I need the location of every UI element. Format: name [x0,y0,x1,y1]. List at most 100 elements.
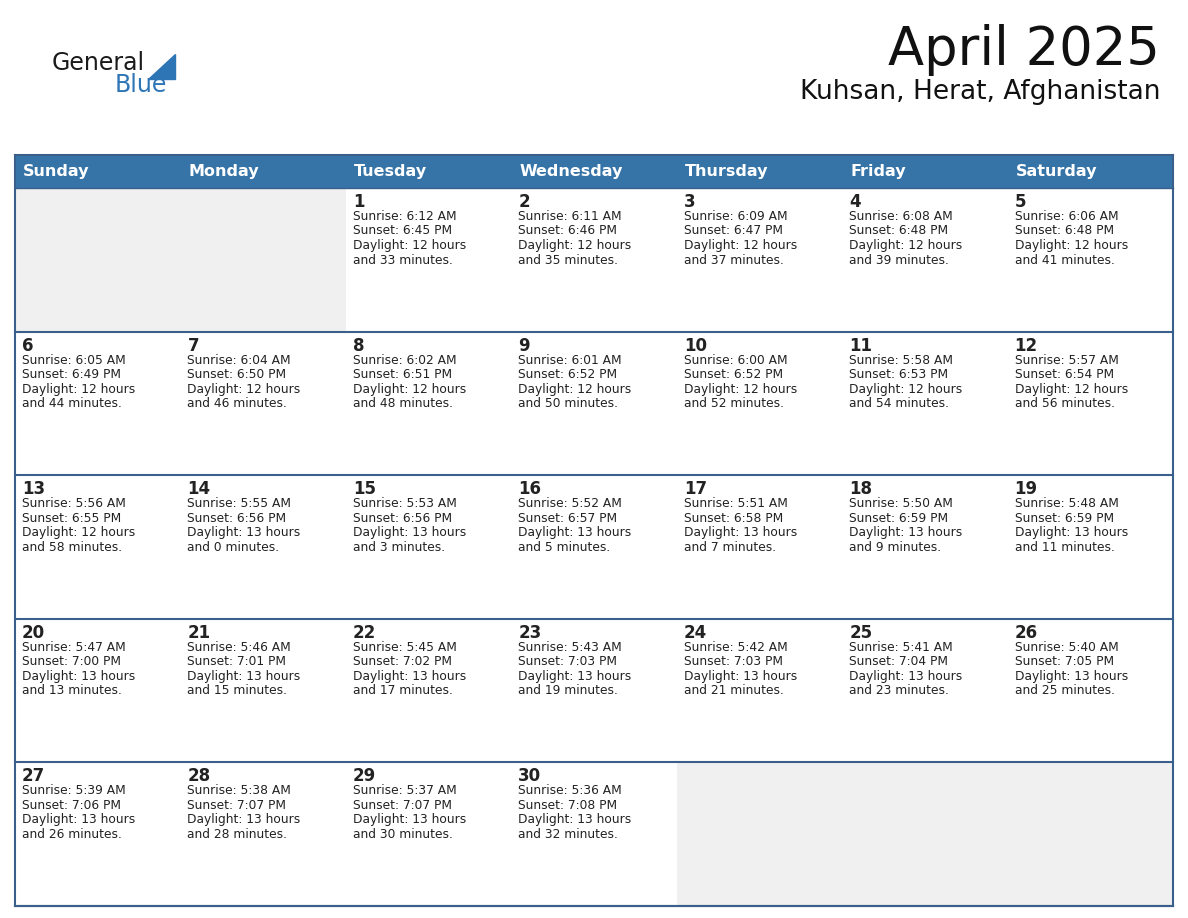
Text: Sunrise: 6:05 AM: Sunrise: 6:05 AM [23,353,126,366]
Text: and 37 minutes.: and 37 minutes. [684,253,784,266]
Text: Wednesday: Wednesday [519,164,623,179]
Text: Daylight: 13 hours: Daylight: 13 hours [353,670,466,683]
Text: Sunset: 6:57 PM: Sunset: 6:57 PM [518,511,618,525]
Bar [1007,331,1173,476]
Text: 5: 5 [1015,193,1026,211]
Text: 27: 27 [23,767,45,786]
Text: and 9 minutes.: and 9 minutes. [849,541,941,554]
Text: and 44 minutes.: and 44 minutes. [23,397,122,410]
Bar [511,331,677,476]
Text: Daylight: 13 hours: Daylight: 13 hours [23,813,135,826]
Bar [346,188,511,331]
Text: 2: 2 [518,193,530,211]
Text: Daylight: 12 hours: Daylight: 12 hours [188,383,301,396]
Text: Sunrise: 5:41 AM: Sunrise: 5:41 AM [849,641,953,654]
Text: 3: 3 [684,193,695,211]
Text: 18: 18 [849,480,872,498]
Text: Sunset: 7:06 PM: Sunset: 7:06 PM [23,799,121,812]
Text: and 7 minutes.: and 7 minutes. [684,541,776,554]
Text: and 58 minutes.: and 58 minutes. [23,541,122,554]
Bar [15,476,181,619]
Bar [1007,155,1173,188]
Text: Sunrise: 5:43 AM: Sunrise: 5:43 AM [518,641,623,654]
Text: and 11 minutes.: and 11 minutes. [1015,541,1114,554]
Text: Sunset: 7:03 PM: Sunset: 7:03 PM [684,655,783,668]
Text: 25: 25 [849,624,872,642]
Text: Sunset: 6:52 PM: Sunset: 6:52 PM [518,368,618,381]
Text: Sunset: 7:02 PM: Sunset: 7:02 PM [353,655,451,668]
Text: Sunset: 6:52 PM: Sunset: 6:52 PM [684,368,783,381]
Text: Sunset: 6:54 PM: Sunset: 6:54 PM [1015,368,1113,381]
Bar [346,476,511,619]
Bar [346,155,511,188]
Bar [1007,763,1173,906]
Text: Daylight: 12 hours: Daylight: 12 hours [353,383,466,396]
Text: Kuhsan, Herat, Afghanistan: Kuhsan, Herat, Afghanistan [800,79,1159,105]
Text: Sunset: 6:59 PM: Sunset: 6:59 PM [1015,511,1113,525]
Text: and 30 minutes.: and 30 minutes. [353,828,453,841]
Text: Daylight: 12 hours: Daylight: 12 hours [1015,239,1127,252]
Text: Sunset: 6:56 PM: Sunset: 6:56 PM [188,511,286,525]
Text: Daylight: 12 hours: Daylight: 12 hours [1015,383,1127,396]
Bar [842,619,1007,763]
Bar [181,763,346,906]
Text: Sunrise: 5:37 AM: Sunrise: 5:37 AM [353,784,456,798]
Text: Sunrise: 5:56 AM: Sunrise: 5:56 AM [23,498,126,510]
Text: and 19 minutes.: and 19 minutes. [518,684,618,698]
Text: Daylight: 13 hours: Daylight: 13 hours [1015,670,1127,683]
Text: and 33 minutes.: and 33 minutes. [353,253,453,266]
Text: Sunrise: 5:40 AM: Sunrise: 5:40 AM [1015,641,1118,654]
Text: and 32 minutes.: and 32 minutes. [518,828,618,841]
Text: Sunrise: 6:12 AM: Sunrise: 6:12 AM [353,210,456,223]
Text: and 41 minutes.: and 41 minutes. [1015,253,1114,266]
Text: Sunday: Sunday [23,164,89,179]
Text: Sunrise: 6:01 AM: Sunrise: 6:01 AM [518,353,621,366]
Text: 4: 4 [849,193,861,211]
Text: Sunrise: 5:42 AM: Sunrise: 5:42 AM [684,641,788,654]
Text: 7: 7 [188,337,200,354]
Bar [842,331,1007,476]
Text: Sunrise: 5:45 AM: Sunrise: 5:45 AM [353,641,456,654]
Text: Sunrise: 5:39 AM: Sunrise: 5:39 AM [23,784,126,798]
Text: Sunset: 7:07 PM: Sunset: 7:07 PM [353,799,451,812]
Text: and 54 minutes.: and 54 minutes. [849,397,949,410]
Bar [1007,619,1173,763]
Text: Sunrise: 6:02 AM: Sunrise: 6:02 AM [353,353,456,366]
Text: Sunset: 6:53 PM: Sunset: 6:53 PM [849,368,948,381]
Text: and 0 minutes.: and 0 minutes. [188,541,279,554]
Text: April 2025: April 2025 [889,24,1159,76]
Bar [181,476,346,619]
Text: 1: 1 [353,193,365,211]
Text: Sunset: 6:55 PM: Sunset: 6:55 PM [23,511,121,525]
Text: 29: 29 [353,767,377,786]
Text: Sunrise: 5:55 AM: Sunrise: 5:55 AM [188,498,291,510]
Text: 10: 10 [684,337,707,354]
Text: Sunrise: 6:09 AM: Sunrise: 6:09 AM [684,210,788,223]
Text: Sunset: 7:01 PM: Sunset: 7:01 PM [188,655,286,668]
Bar [511,619,677,763]
Text: and 46 minutes.: and 46 minutes. [188,397,287,410]
Text: Daylight: 13 hours: Daylight: 13 hours [518,526,632,539]
Text: 11: 11 [849,337,872,354]
Text: Daylight: 12 hours: Daylight: 12 hours [353,239,466,252]
Text: Sunrise: 6:06 AM: Sunrise: 6:06 AM [1015,210,1118,223]
Bar [346,331,511,476]
Text: 8: 8 [353,337,365,354]
Text: 26: 26 [1015,624,1037,642]
Text: Sunrise: 5:52 AM: Sunrise: 5:52 AM [518,498,623,510]
Bar [842,155,1007,188]
Text: Sunset: 7:03 PM: Sunset: 7:03 PM [518,655,618,668]
Text: Sunset: 7:05 PM: Sunset: 7:05 PM [1015,655,1113,668]
Text: Sunset: 6:51 PM: Sunset: 6:51 PM [353,368,451,381]
Text: 15: 15 [353,480,375,498]
Text: Friday: Friday [851,164,905,179]
Text: Sunset: 7:07 PM: Sunset: 7:07 PM [188,799,286,812]
Text: Sunrise: 5:46 AM: Sunrise: 5:46 AM [188,641,291,654]
Text: 30: 30 [518,767,542,786]
Text: 24: 24 [684,624,707,642]
Text: 14: 14 [188,480,210,498]
Text: Daylight: 13 hours: Daylight: 13 hours [849,526,962,539]
Text: and 5 minutes.: and 5 minutes. [518,541,611,554]
Text: Sunset: 6:50 PM: Sunset: 6:50 PM [188,368,286,381]
Text: and 17 minutes.: and 17 minutes. [353,684,453,698]
